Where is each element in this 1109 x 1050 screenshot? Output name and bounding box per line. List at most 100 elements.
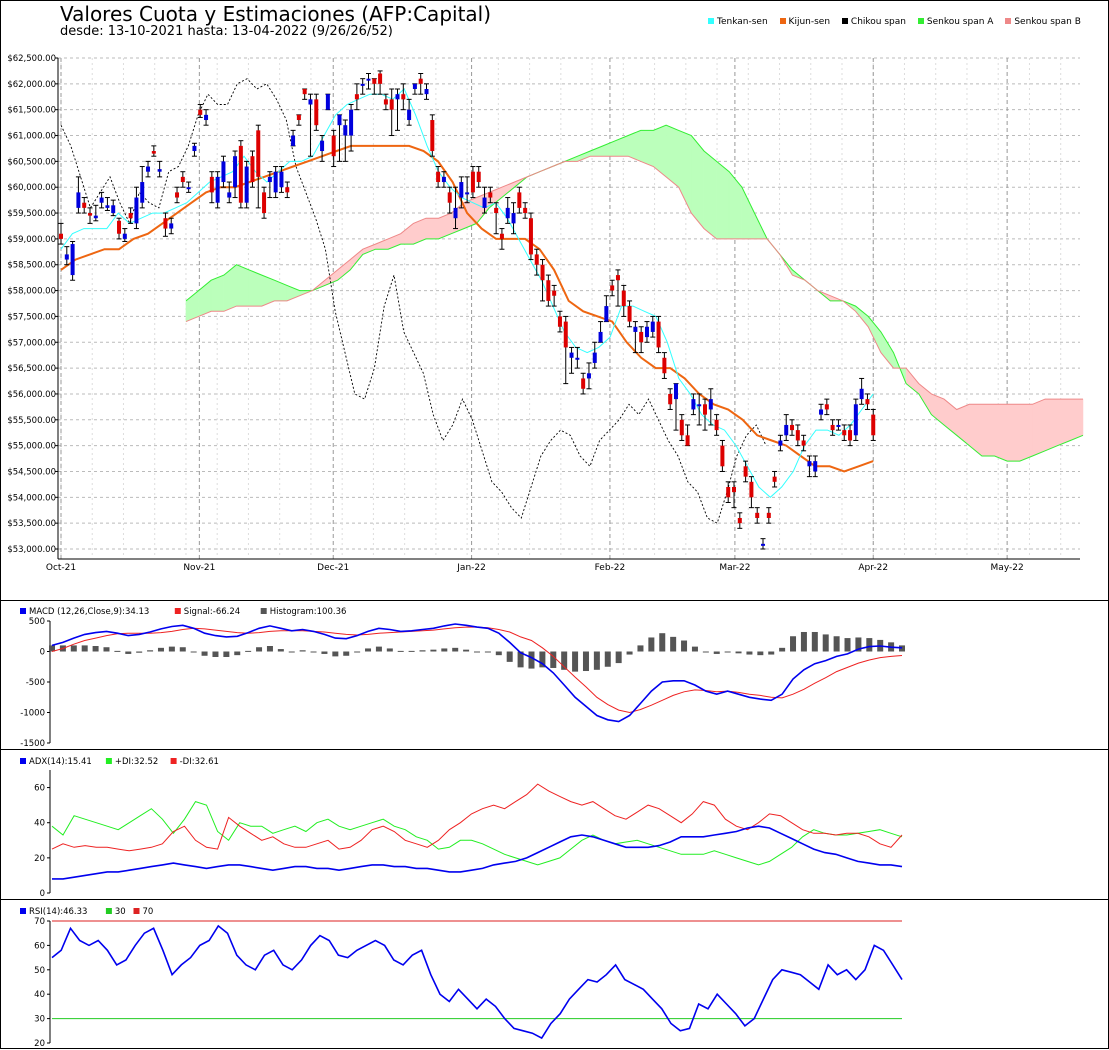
- candle-body: [134, 197, 139, 224]
- cloud-segment: [223, 264, 237, 312]
- legend-label-span-b: Senkou span B: [1014, 17, 1081, 27]
- price-ytick-label: $57,000.00: [7, 338, 56, 348]
- candle-body: [233, 156, 238, 188]
- cloud-segment: [691, 134, 705, 230]
- candle-body: [807, 461, 812, 467]
- price-ytick-label: $62,000.00: [7, 80, 56, 90]
- price-ytick-label: $57,500.00: [7, 312, 56, 322]
- price-ytick-label: $59,000.00: [7, 235, 56, 245]
- macd-hist-bar: [637, 645, 644, 652]
- candle-body: [331, 135, 336, 157]
- macd-hist-bar: [779, 647, 786, 652]
- candle-body: [117, 220, 122, 234]
- candle-body: [314, 99, 319, 126]
- macd-hist-bar: [310, 651, 317, 653]
- macd-hist-bar: [92, 646, 99, 652]
- candle-body: [702, 404, 707, 415]
- senkou-span-a-line: [185, 124, 1084, 462]
- candle-body: [157, 169, 162, 172]
- price-ytick-label: $58,000.00: [7, 287, 56, 297]
- candle-body: [262, 192, 267, 214]
- price-xtick-label: Jan-22: [456, 563, 486, 573]
- price-ytick-label: $53,000.00: [7, 545, 56, 555]
- price-ytick-label: $56,000.00: [7, 390, 56, 400]
- cloud-segment: [981, 404, 995, 457]
- candle-body: [581, 378, 586, 389]
- candle-body: [488, 192, 493, 198]
- price-ytick-label: $59,500.00: [7, 209, 56, 219]
- candle-body: [836, 424, 841, 427]
- candle-body: [662, 357, 667, 374]
- macd-hist-bar: [81, 645, 88, 652]
- macd-legend-swatch: [260, 608, 267, 614]
- candle-body: [819, 409, 824, 415]
- adx-legend-label--di-32-61: -DI:32.61: [180, 757, 219, 767]
- legend-swatch-chikou: [841, 18, 848, 24]
- candle-body: [441, 176, 446, 183]
- chikou-span-line: [60, 78, 767, 524]
- candle-body: [256, 130, 261, 177]
- cloud-segment: [590, 145, 604, 157]
- candle-body: [285, 187, 290, 193]
- candle-body: [610, 285, 615, 291]
- price-ytick-label: $54,000.00: [7, 493, 56, 503]
- candle-body: [482, 197, 487, 208]
- price-xtick-label: Nov-21: [183, 563, 215, 573]
- candle-body: [250, 156, 255, 183]
- candle-body: [372, 78, 377, 84]
- candle-body: [470, 171, 475, 193]
- candle-body: [128, 213, 133, 219]
- macd-hist-bar: [539, 651, 546, 668]
- macd-hist-bar: [147, 650, 154, 652]
- macd-hist-bar: [463, 649, 470, 652]
- macd-hist-bar: [582, 651, 589, 672]
- candle-body: [691, 399, 696, 410]
- macd-hist-bar: [528, 651, 535, 669]
- candle-body: [784, 424, 789, 436]
- candle-body: [801, 440, 806, 446]
- macd-hist-bar: [713, 651, 720, 654]
- legend-item-span-b: Senkou span B: [1005, 17, 1081, 27]
- candle-body: [505, 207, 510, 219]
- cloud-segment: [362, 243, 376, 255]
- rsi-ytick-label: 70: [34, 917, 45, 927]
- candle-body: [244, 166, 249, 203]
- candle-body: [337, 114, 342, 126]
- candle-body: [267, 176, 272, 183]
- candle-body: [163, 218, 168, 229]
- cloud-segment: [1070, 398, 1084, 441]
- adx-legend-swatch: [20, 758, 26, 764]
- cloud-segment: [577, 150, 591, 162]
- chart-subtitle: desde: 13-10-2021 hasta: 13-04-2022 (9/2…: [60, 24, 393, 39]
- cloud-segment: [337, 259, 351, 281]
- macd-hist-bar: [822, 634, 829, 652]
- macd-hist-bar: [659, 633, 666, 652]
- macd-legend-swatch: [20, 608, 26, 614]
- rsi-ytick-label: 60: [34, 941, 45, 951]
- macd-hist-bar: [397, 650, 404, 652]
- cloud-segment: [425, 217, 439, 240]
- macd-hist-bar: [354, 651, 361, 653]
- macd-hist-bar: [234, 651, 241, 656]
- candle-body: [737, 517, 742, 524]
- price-ytick-label: $60,500.00: [7, 157, 56, 167]
- macd-hist-bar: [179, 647, 186, 652]
- candle-body: [105, 205, 110, 208]
- candle-body: [366, 78, 371, 81]
- adx-legend-label-adx-14-15-41: ADX(14):15.41: [29, 757, 92, 767]
- legend-item-span-a: Senkou span A: [917, 17, 993, 27]
- macd-hist-bar: [136, 651, 143, 653]
- macd-hist-bar: [550, 651, 557, 668]
- candle-body: [76, 192, 81, 208]
- candle-body: [563, 321, 568, 348]
- candle-body: [436, 171, 441, 183]
- candle-body: [749, 481, 754, 498]
- cloud-segment: [1019, 404, 1033, 462]
- macd-hist-bar: [899, 645, 905, 652]
- price-ytick-label: $60,000.00: [7, 183, 56, 193]
- legend-item-tenkan: Tenkan-sen: [708, 17, 768, 27]
- macd-hist-bar: [746, 651, 753, 655]
- candle-body: [720, 445, 725, 467]
- candle-body: [517, 192, 522, 208]
